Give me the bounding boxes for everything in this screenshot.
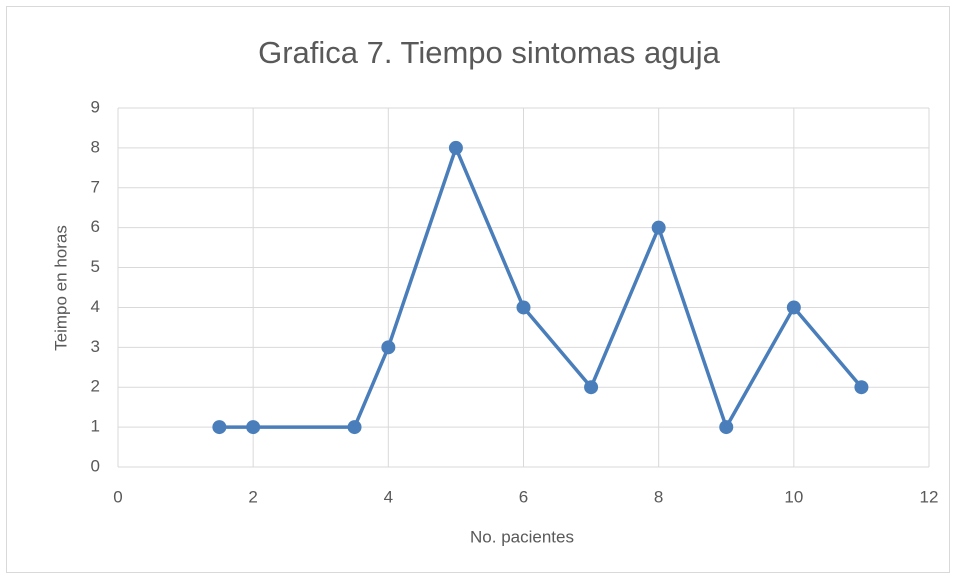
data-point: [584, 380, 599, 395]
x-tick-label: 6: [519, 487, 528, 506]
chart-border: [6, 6, 950, 573]
y-tick-label: 4: [91, 297, 100, 316]
x-axis-label: No. pacientes: [470, 527, 574, 546]
data-point: [448, 140, 463, 155]
data-point: [719, 420, 734, 435]
x-tick-label: 12: [920, 487, 939, 506]
y-tick-label: 5: [91, 257, 100, 276]
x-tick-label: 4: [384, 487, 393, 506]
y-tick-label: 6: [91, 217, 100, 236]
x-tick-label: 8: [654, 487, 663, 506]
x-tick-label: 10: [784, 487, 803, 506]
y-tick-label: 8: [91, 137, 100, 156]
y-tick-label: 9: [91, 97, 100, 116]
data-point: [786, 300, 801, 315]
y-tick-label: 2: [91, 377, 100, 396]
data-point: [212, 420, 227, 435]
y-axis-label: Teimpo en horas: [51, 225, 70, 351]
data-point: [516, 300, 531, 315]
data-point: [246, 420, 261, 435]
data-point: [347, 420, 362, 435]
y-tick-label: 0: [91, 456, 100, 475]
y-tick-label: 7: [91, 177, 100, 196]
data-point: [651, 220, 666, 235]
data-point: [381, 340, 396, 355]
y-tick-label: 1: [91, 417, 100, 436]
y-tick-label: 3: [91, 337, 100, 356]
chart-title: Grafica 7. Tiempo sintomas aguja: [258, 35, 721, 70]
x-tick-label: 2: [248, 487, 257, 506]
data-point: [854, 380, 869, 395]
x-tick-label: 0: [113, 487, 122, 506]
